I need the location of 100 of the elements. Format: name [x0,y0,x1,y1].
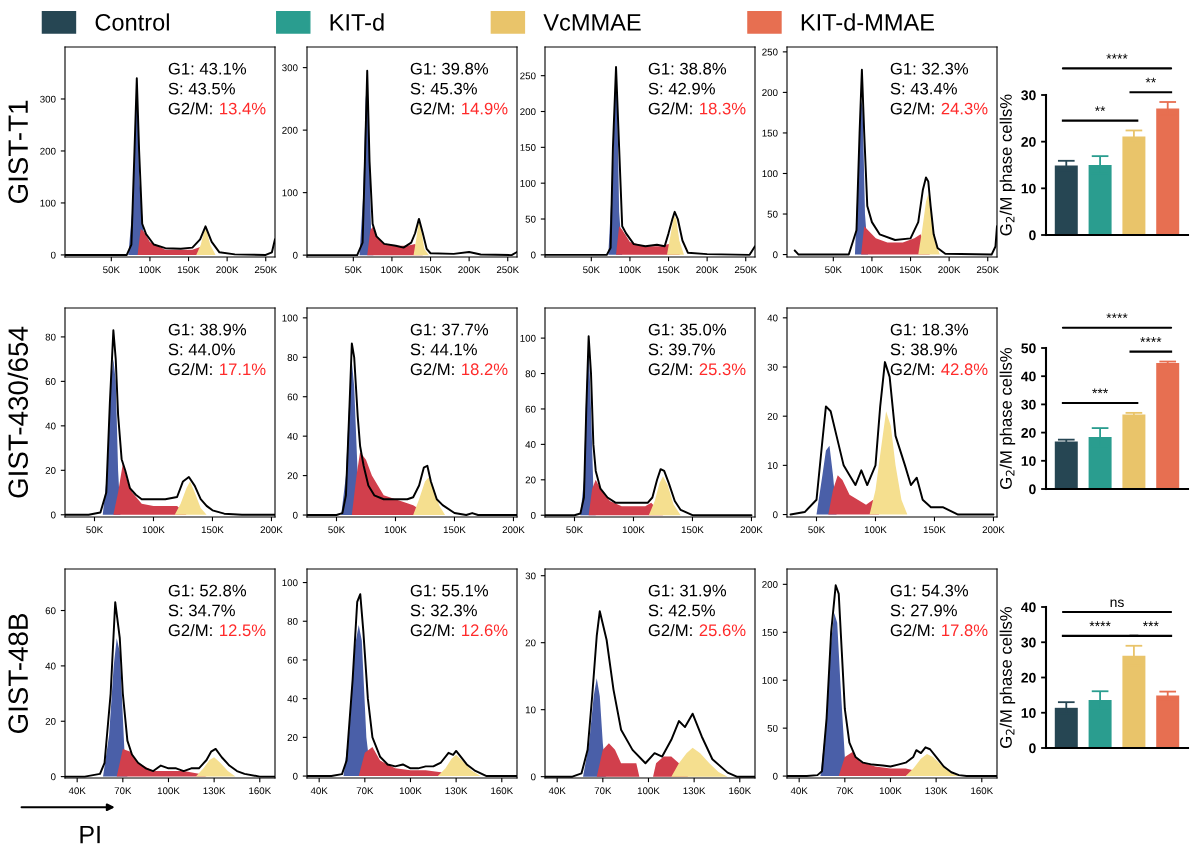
annotation: G1: 38.9% [168,323,247,336]
y-tick-label: 100 [762,170,778,178]
y-tick-label: 200 [762,89,778,97]
y-tick-label: 0 [50,251,56,259]
x-tick-label: 160K [971,787,994,795]
annotation: G2/M: 18.2% [410,362,508,376]
annotation: G2/M: 24.3% [890,102,988,115]
annotation: G1: 39.8% [410,62,489,75]
x-tick-label: 200K [216,266,239,274]
annotation: S: 34.7% [168,604,235,617]
x-tick-label: 250K [976,266,999,274]
x-tick-label: 150K [443,526,466,534]
y-tick-label: 50 [767,210,778,218]
y-tick-label: 150 [520,144,536,151]
x-tick-label: 50K [328,526,346,534]
x-tick-label: 150K [899,266,922,274]
y-tick-label: 40 [767,314,778,322]
x-tick-label: 200K [502,526,525,534]
x-axis-title: PI [80,825,100,844]
y-tick-label: 20 [525,639,536,647]
text: **** [1106,53,1128,59]
annotation: S: 44.0% [168,343,235,356]
text: **** [1106,313,1128,319]
y-tick-label: 80 [287,617,298,625]
legend-label: KIT-d-MMAE [801,13,934,31]
annotation: G2/M: 18.3% [648,102,746,115]
x-tick-label: 130K [445,787,468,795]
x-tick-label: 50K [583,266,600,274]
x-tick-label: 70K [114,787,132,795]
annotation: S: 39.7% [648,343,715,356]
annotation: S: 27.9% [890,604,957,617]
y-tick-label: 100 [282,314,298,322]
annotation: G2/M: 25.3% [648,362,746,376]
x-tick-label: 130K [203,787,226,795]
y-tick-label: 20 [287,472,298,480]
y-tick-label: 0 [292,511,298,519]
annotation: G2/M: 12.5% [168,623,266,637]
y-tick-label: 150 [762,629,778,636]
y-tick-label: 100 [520,179,536,187]
x-tick-label: 50K [345,266,362,274]
y-tick-label: 250 [762,48,778,56]
annotation: G2/M: 17.1% [168,362,266,376]
annotation: G1: 31.9% [648,584,727,597]
x-tick-label: 50K [103,266,120,274]
y-tick-label: 60 [287,393,298,401]
y-tick-label: 200 [520,108,536,116]
annotation: G1: 37.7% [410,323,489,336]
x-tick-label: 50K [825,266,842,274]
y-tick-label: 10 [525,706,536,714]
x-tick-label: 100K [384,526,407,534]
annotation: S: 42.5% [648,604,715,617]
y-tick-label: 200 [762,581,778,588]
x-tick-label: 150K [419,266,442,274]
annotation: S: 44.1% [410,343,477,356]
x-tick-label: 150K [657,266,680,274]
y-tick-label: 30 [1021,90,1036,101]
x-tick-label: 200K [458,266,481,274]
x-tick-label: 250K [254,266,277,274]
y-tick-label: 40 [45,422,56,430]
y-tick-label: 250 [520,72,536,80]
annotation: *** [1092,388,1108,394]
x-tick-label: 70K [836,787,854,795]
annotation: ns [1110,599,1124,608]
x-tick-label: 130K [683,787,706,795]
annotation: S: 38.9% [890,343,957,356]
y-tick-label: 100 [520,334,536,342]
y-tick-label: 0 [772,251,778,259]
x-tick-label: 200K [982,526,1005,534]
y-tick-label: 0 [1029,230,1036,241]
y-tick-label: 80 [287,354,298,361]
x-tick-label: 200K [260,526,283,534]
y-axis-title: GIST-48B [8,613,29,734]
annotation: S: 32.3% [410,604,477,617]
annotation: G1: 38.8% [648,62,727,75]
x-tick-label: 70K [356,787,374,795]
y-tick-label: 20 [767,412,778,420]
annotation: G1: 54.3% [890,584,969,597]
x-tick-label: 100K [139,266,162,274]
x-tick-label: 130K [925,787,948,795]
y-axis-title: G$_{2}$/M phase cells% [999,606,1016,748]
annotation: **** [1089,621,1111,627]
x-tick-label: 100K [864,526,887,534]
y-tick-label: 60 [287,656,298,664]
y-tick-label: 150 [762,129,778,137]
y-axis-title: GIST-430/654 [7,326,29,498]
annotation: S: 43.5% [168,82,235,95]
x-tick-label: 160K [491,787,514,795]
legend-label: KIT-d [330,13,384,31]
annotation: G1: 32.3% [890,62,969,75]
y-tick-label: 50 [525,215,536,223]
x-tick-label: 40K [310,787,328,795]
x-tick-label: 200K [938,266,961,274]
y-tick-label: 0 [530,511,536,519]
x-tick-label: 200K [696,266,719,274]
y-tick-label: 20 [287,734,298,741]
x-tick-label: 100K [637,787,660,795]
y-tick-label: 100 [762,676,778,684]
annotation: *** [1142,621,1159,627]
y-tick-label: 60 [45,378,56,385]
y-tick-label: 40 [287,695,298,703]
